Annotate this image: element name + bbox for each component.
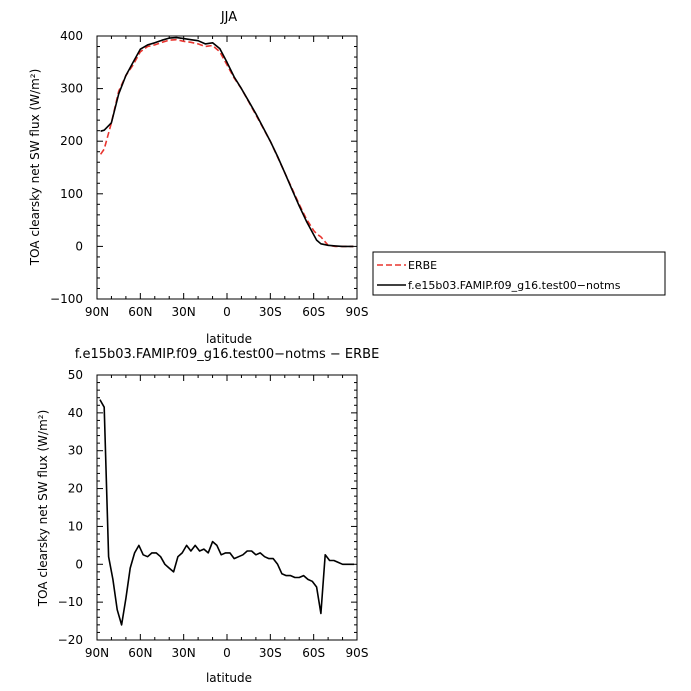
y-tick-label: 10 <box>68 519 83 533</box>
y-tick-label: 200 <box>60 134 83 148</box>
x-tick-label: 30S <box>259 305 282 319</box>
series-line-erbe <box>99 38 354 248</box>
y-tick-label: 50 <box>68 368 83 382</box>
x-tick-label: 30S <box>259 646 282 660</box>
x-tick-label: 0 <box>223 646 231 660</box>
y-tick-label: 100 <box>60 187 83 201</box>
x-tick-label: 60N <box>128 305 152 319</box>
bottom-panel: f.e15b03.FAMIP.f09_g16.test00−notms − ER… <box>36 347 379 685</box>
y-tick-label: −100 <box>50 292 83 306</box>
top-panel: JJA 90N 60N 30N 0 30S 60S 90S −100 0 100 200 300 400… <box>28 10 368 346</box>
x-tick-label: 0 <box>223 305 231 319</box>
x-tick-label: 30N <box>172 305 196 319</box>
x-tick-label: 90N <box>85 646 109 660</box>
top-x-axis-label: latitude <box>206 332 252 346</box>
series-line-difference <box>99 399 355 626</box>
bottom-x-axis-label: latitude <box>206 671 252 685</box>
x-tick-label: 90S <box>346 305 369 319</box>
bottom-plot-area: 90N 60N 30N 0 30S 60S 90S −20 −10 0 10 20 30 40 50 <box>58 368 369 660</box>
y-tick-label: 40 <box>68 406 83 420</box>
bottom-chart-title: f.e15b03.FAMIP.f09_g16.test00−notms − ER… <box>75 347 380 362</box>
x-tick-label: 90N <box>85 305 109 319</box>
x-tick-label: 60S <box>302 305 325 319</box>
x-tick-label: 30N <box>172 646 196 660</box>
series-line-model <box>100 36 354 248</box>
legend-label-model: f.e15b03.FAMIP.f09_g16.test00−notms <box>408 279 621 292</box>
legend-label-erbe: ERBE <box>408 259 437 272</box>
bottom-y-axis-label: TOA clearsky net SW flux (W/m²) <box>36 410 50 608</box>
legend-entry-erbe: ERBE <box>377 259 437 272</box>
top-plot-area: 90N 60N 30N 0 30S 60S 90S −100 0 100 200 300 400 <box>50 29 368 319</box>
y-tick-label: 0 <box>75 557 83 571</box>
top-y-axis-label: TOA clearsky net SW flux (W/m²) <box>28 69 42 267</box>
y-tick-label: 20 <box>68 482 83 496</box>
legend: ERBE f.e15b03.FAMIP.f09_g16.test00−notms <box>372 251 666 296</box>
top-chart-title: JJA <box>220 10 237 25</box>
x-tick-label: 90S <box>346 646 369 660</box>
y-tick-label: 400 <box>60 29 83 43</box>
y-tick-label: −10 <box>58 595 83 609</box>
plot-frame <box>96 35 358 300</box>
y-tick-label: −20 <box>58 633 83 647</box>
y-tick-label: 300 <box>60 82 83 96</box>
legend-entry-model: f.e15b03.FAMIP.f09_g16.test00−notms <box>377 279 621 292</box>
x-tick-label: 60N <box>128 646 152 660</box>
y-tick-label: 0 <box>75 239 83 253</box>
legend-box <box>372 251 666 296</box>
y-tick-label: 30 <box>68 444 83 458</box>
x-tick-label: 60S <box>302 646 325 660</box>
